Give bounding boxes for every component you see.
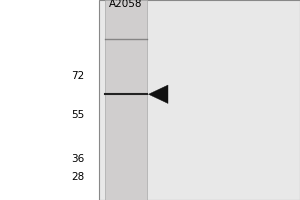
Text: 55: 55 [71, 110, 84, 120]
Text: 36: 36 [71, 154, 84, 164]
Text: A2058: A2058 [109, 0, 143, 9]
FancyBboxPatch shape [99, 0, 300, 200]
Bar [105, 0, 147, 200]
Text: 28: 28 [71, 172, 84, 182]
Polygon shape [148, 85, 168, 103]
Text: 72: 72 [71, 71, 84, 81]
